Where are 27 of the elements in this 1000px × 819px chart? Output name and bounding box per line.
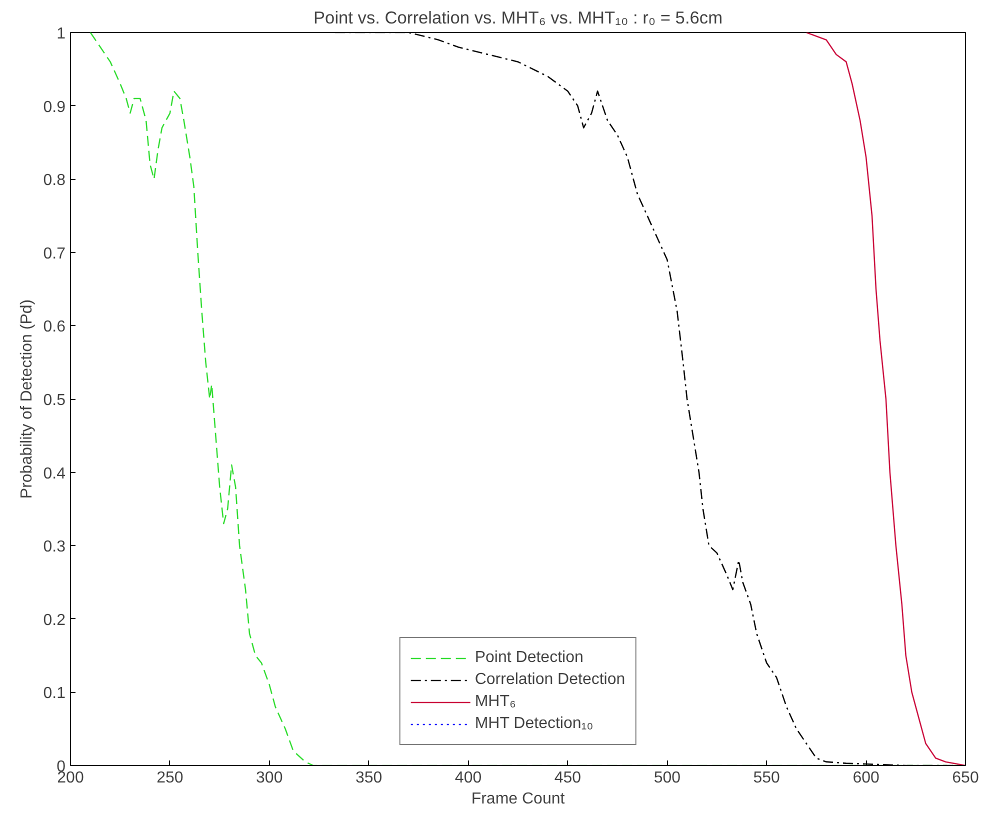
y-tick-label: 0.5 (43, 392, 66, 409)
x-tick-label: 600 (852, 770, 880, 786)
legend-label: Correlation Detection (474, 671, 626, 689)
legend-label: MHT₆ (474, 693, 516, 711)
y-tick-label: 1 (56, 26, 66, 42)
y-tick-label: 0.1 (43, 685, 66, 702)
x-tick-label: 400 (454, 770, 482, 786)
x-axis-title: Frame Count (471, 790, 566, 808)
line-series (806, 32, 966, 766)
x-tick-label: 500 (654, 770, 681, 786)
y-tick-label: 0.8 (43, 172, 66, 190)
x-tick-label: 450 (554, 770, 582, 786)
x-tick-label: 550 (753, 770, 780, 786)
x-tick-label: 250 (156, 770, 184, 786)
x-tick-label: 350 (355, 770, 382, 786)
y-axis-title: Probability of Detection (Pd) (18, 299, 36, 499)
y-tick-label: 0.2 (43, 612, 66, 629)
y-tick-label: 0.6 (43, 318, 66, 336)
x-tick-label: 300 (256, 770, 283, 786)
x-tick-label: 650 (952, 770, 979, 786)
legend-label: MHT Detection₁₀ (474, 715, 594, 733)
y-tick-label: 0.4 (43, 465, 66, 482)
y-tick-label: 0.9 (43, 98, 66, 116)
y-tick-label: 0.7 (43, 245, 66, 262)
y-tick-label: 0.3 (43, 538, 66, 556)
legend-label: Point Detection (474, 649, 584, 667)
chart-title: Point vs. Correlation vs. MHT₆ vs. MHT₁₀ : r₀ = 5.6cm (314, 8, 722, 28)
